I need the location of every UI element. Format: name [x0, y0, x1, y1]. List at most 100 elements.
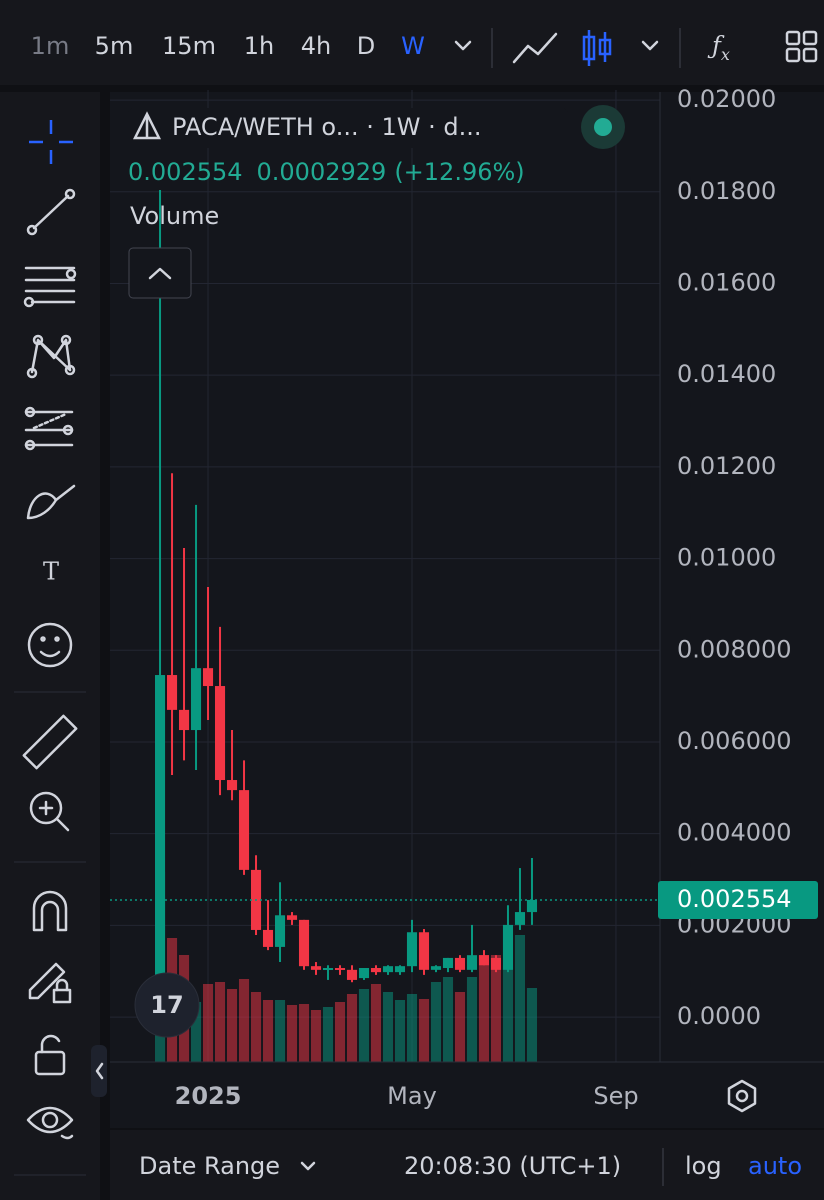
candle-body [442, 957, 454, 969]
tv-logo[interactable] [134, 972, 200, 1038]
y-tick-label: 0.006000 [677, 727, 792, 755]
volume-bar [286, 1005, 298, 1062]
y-tick-label: 0.01800 [677, 177, 776, 205]
lock-tool[interactable] [34, 1034, 66, 1076]
emoji-tool[interactable] [27, 622, 73, 668]
y-tick-label: 0.01200 [677, 452, 776, 480]
lock-drawing-tool[interactable] [28, 962, 72, 1004]
candles [154, 189, 538, 1013]
tv-logo-mark: 17 [150, 991, 183, 1019]
candle-body [286, 915, 298, 920]
volume-bar [478, 955, 490, 1062]
symbol-title[interactable]: PACA/WETH o... · 1W · d... [172, 113, 481, 141]
crosshair-tool[interactable] [29, 120, 73, 164]
interval-button[interactable]: 15m [162, 32, 216, 60]
interval-button[interactable]: 4h [301, 32, 331, 60]
volume-bar [514, 935, 526, 1062]
candle-body [346, 969, 358, 980]
volume-bar [442, 977, 454, 1062]
volume-bar [310, 1010, 322, 1062]
volume-bar [406, 994, 418, 1062]
pattern-tool[interactable] [26, 334, 76, 379]
chevron[interactable] [95, 1062, 104, 1080]
interval-button[interactable]: W [401, 32, 425, 60]
candle-body [454, 957, 466, 970]
date-range[interactable]: Date Range [139, 1152, 280, 1180]
candle-body [274, 915, 286, 947]
ruler-tool[interactable] [22, 714, 78, 770]
magnet-tool[interactable] [32, 890, 68, 932]
chevron[interactable] [148, 267, 172, 280]
volume-bar [262, 1000, 274, 1062]
candle-body [358, 968, 370, 979]
x-tick-label: Sep [593, 1082, 638, 1110]
chevron[interactable] [641, 40, 659, 51]
chevron[interactable] [454, 40, 472, 51]
interval-button[interactable]: 1h [244, 32, 274, 60]
interval-button[interactable]: 5m [95, 32, 134, 60]
candle-body [298, 919, 310, 967]
legend-change: 0.0002929 [257, 158, 387, 186]
candle-body [370, 968, 382, 973]
chevron[interactable] [300, 1161, 316, 1171]
line-chart-icon[interactable] [512, 32, 558, 64]
legend-last: 0.002554 [128, 158, 243, 186]
volume-bar [370, 984, 382, 1062]
brush-tool[interactable] [26, 484, 76, 520]
candle-body [526, 899, 538, 913]
time-axis: 2025 May Sep [175, 1082, 639, 1110]
volume-bar [526, 988, 538, 1062]
zoom-tool[interactable] [29, 791, 70, 832]
candle-body [226, 780, 238, 791]
volume-bar [502, 965, 514, 1062]
volume-bar [226, 989, 238, 1062]
legend-change-pct: (+12.96%) [394, 158, 524, 186]
collapse-toolbar[interactable] [91, 1045, 107, 1097]
projection-tool[interactable] [24, 406, 74, 451]
y-tick-label: 0.01400 [677, 360, 776, 388]
candle-body [202, 668, 214, 687]
chart-panel [110, 92, 824, 1128]
fib-tool[interactable] [23, 266, 77, 308]
symbol-logo [132, 111, 162, 140]
volume-bar [238, 979, 250, 1062]
volume-bar [334, 1002, 346, 1062]
settings-icon[interactable] [727, 1079, 757, 1113]
visibility-tool[interactable] [26, 1106, 74, 1140]
y-tick-label: 0.0000 [677, 1002, 761, 1030]
volume-bar [418, 999, 430, 1062]
candle-body [178, 709, 190, 731]
candle-body [382, 966, 394, 973]
collapse-legend[interactable] [128, 247, 192, 299]
volume-bar [394, 1000, 406, 1062]
volume-bar [490, 955, 502, 1062]
volume-bar [298, 1004, 310, 1062]
candle-body [466, 955, 478, 970]
auto-toggle[interactable]: auto [748, 1152, 802, 1180]
legend-bg [128, 108, 568, 148]
text-tool[interactable]: T [43, 558, 59, 586]
y-tick-label: 0.02000 [677, 85, 776, 113]
interval-button[interactable]: 1m [31, 32, 70, 60]
y-tick-label: 0.008000 [677, 635, 792, 663]
candle-body [406, 932, 418, 967]
candle-body [394, 966, 406, 973]
interval-button[interactable]: D [357, 32, 375, 60]
candle-body [502, 924, 514, 970]
price-label-bg [658, 880, 818, 919]
layout-icon[interactable] [785, 30, 818, 63]
candle-body [190, 668, 202, 731]
y-tick-label: 0.01000 [677, 544, 776, 572]
status-dot [594, 118, 612, 136]
log-toggle[interactable]: log [685, 1152, 722, 1180]
clock: 20:08:30 (UTC+1) [404, 1152, 621, 1180]
volume-bar [190, 1002, 202, 1062]
volume-label: Volume [130, 202, 219, 230]
volume-bar [430, 982, 442, 1062]
trend-line-tool[interactable] [26, 188, 76, 236]
candle-body [214, 686, 226, 781]
candle-chart-icon[interactable] [582, 30, 612, 66]
volume-bar [382, 992, 394, 1062]
candle-body [154, 675, 166, 1013]
